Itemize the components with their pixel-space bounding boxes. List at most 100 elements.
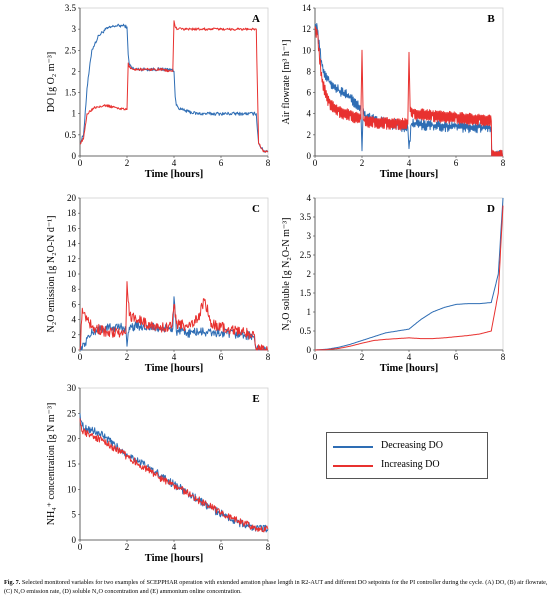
legend: Decreasing DO Increasing DO	[326, 432, 488, 479]
panel-c-xtick-label: 6	[219, 352, 224, 362]
panel-e-ytick-label: 15	[67, 459, 77, 469]
caption-text: Selected monitored variables for two exa…	[4, 579, 548, 595]
panel-a-ytick-label: 1	[72, 109, 77, 119]
panel-d-series-decreasing	[315, 197, 504, 351]
panel-c-ytick-label: 8	[72, 284, 77, 294]
panel-b-ytick-label: 0	[307, 151, 312, 161]
panel-b-xtick-label: 6	[454, 158, 459, 168]
panel-d-ytick-label: 3	[307, 231, 312, 241]
panel-e-xtick-label: 2	[125, 542, 130, 552]
panel-a-ytick-label: 2.5	[65, 45, 77, 55]
panel-d-ytick-label: 2.5	[300, 250, 312, 260]
panel-e-ytick-label: 5	[72, 510, 77, 520]
panel-b-ytick-label: 10	[302, 45, 312, 55]
panel-e-ytick-label: 0	[72, 535, 77, 545]
panel-c-xtick-label: 0	[78, 352, 83, 362]
panel-a-series-increasing	[79, 20, 269, 153]
panel-e-xtick-label: 6	[219, 542, 224, 552]
panel-c-ytick-label: 20	[67, 193, 77, 203]
panel-c-ytick-label: 2	[72, 330, 77, 340]
panel-d-ytick-label: 0	[307, 345, 312, 355]
figure-caption: Fig. 7. Selected monitored variables for…	[4, 578, 550, 596]
panel-b-xtick-label: 4	[407, 158, 412, 168]
panel-c-ytick-label: 4	[72, 315, 77, 325]
panel-b-ylabel: Air flowrate [m³ h⁻¹]	[281, 40, 292, 125]
panel-a-letter: A	[252, 13, 260, 25]
panel-c-ytick-label: 0	[72, 345, 77, 355]
panel-c-ytick-label: 6	[72, 299, 77, 309]
legend-swatch-decreasing	[333, 446, 373, 448]
panel-d-xlabel: Time [hours]	[380, 363, 438, 374]
panel-e-xtick-label: 0	[78, 542, 83, 552]
panel-e-xlabel: Time [hours]	[145, 553, 203, 564]
panel-b-series-decreasing	[314, 23, 503, 157]
panel-d-xtick-label: 2	[360, 352, 365, 362]
panel-d-xtick-label: 4	[407, 352, 412, 362]
panel-d-xtick-label: 8	[501, 352, 506, 362]
panel-a-xtick-label: 0	[78, 158, 83, 168]
panel-b-series-increasing	[314, 26, 503, 157]
panel-e-xtick-label: 8	[266, 542, 271, 552]
panel-a-xtick-label: 6	[219, 158, 224, 168]
panel-c-xtick-label: 2	[125, 352, 130, 362]
panel-e-series-decreasing	[79, 413, 269, 533]
panel-d-xtick-label: 6	[454, 352, 459, 362]
panel-e-series-increasing	[79, 418, 269, 533]
panel-e-ytick-label: 20	[67, 434, 77, 444]
panel-c-xlabel: Time [hours]	[145, 363, 203, 374]
panel-e-ytick-label: 30	[67, 383, 77, 393]
panel-d-ytick-label: 0.5	[300, 326, 312, 336]
panel-b-ytick-label: 4	[307, 109, 312, 119]
panel-c-ytick-label: 18	[67, 208, 77, 218]
panel-c-ytick-label: 10	[67, 269, 77, 279]
panel-e-ytick-label: 25	[67, 408, 77, 418]
panel-a-ylabel: DO [g O₂ m⁻³]	[46, 52, 57, 112]
panel-a-xtick-label: 2	[125, 158, 130, 168]
panel-d-ytick-label: 3.5	[300, 212, 312, 222]
panel-d-ylabel: N₂O soluble [g N₂O-N m⁻³]	[281, 217, 292, 330]
panel-b-letter: B	[487, 13, 495, 25]
panel-b-xtick-label: 2	[360, 158, 365, 168]
panel-d-frame	[314, 197, 504, 351]
panel-e-ylabel: NH₄⁺ concentration [g N m⁻³]	[46, 403, 57, 526]
panel-a-ytick-label: 2	[72, 66, 77, 76]
panel-a-xlabel: Time [hours]	[145, 169, 203, 180]
panel-d-series-increasing	[315, 205, 504, 351]
panel-b-ytick-label: 14	[302, 3, 312, 13]
panel-a-ytick-label: 1.5	[65, 88, 77, 98]
panel-d-ytick-label: 4	[307, 193, 312, 203]
panel-a-series-decreasing	[79, 23, 269, 153]
panel-c-ytick-label: 12	[67, 254, 76, 264]
panel-b-ytick-label: 2	[307, 130, 312, 140]
panel-a-xtick-label: 4	[172, 158, 177, 168]
panel-b-ytick-label: 12	[302, 24, 311, 34]
panel-b-ytick-label: 6	[307, 88, 312, 98]
panel-d-letter: D	[487, 203, 495, 215]
panel-a-ytick-label: 0	[72, 151, 77, 161]
panel-d-ytick-label: 1	[307, 307, 312, 317]
panel-e-frame	[79, 387, 269, 541]
panel-d-ytick-label: 2	[307, 269, 312, 279]
panel-c-xtick-label: 4	[172, 352, 177, 362]
panel-c-series-increasing	[79, 281, 268, 351]
panel-a-ytick-label: 3.5	[65, 3, 77, 13]
panel-a-ytick-label: 3	[72, 24, 77, 34]
legend-swatch-increasing	[333, 465, 373, 467]
panel-a-ytick-label: 0.5	[65, 130, 77, 140]
panel-d-ytick-label: 1.5	[300, 288, 312, 298]
panel-e-letter: E	[252, 393, 259, 405]
panel-b-xtick-label: 8	[501, 158, 506, 168]
panel-e-xtick-label: 4	[172, 542, 177, 552]
caption-label: Fig. 7.	[4, 579, 21, 586]
panel-c-ytick-label: 14	[67, 239, 77, 249]
panel-d-xtick-label: 0	[313, 352, 318, 362]
panel-c-letter: C	[252, 203, 260, 215]
panel-c-ytick-label: 16	[67, 223, 77, 233]
legend-label-increasing: Increasing DO	[381, 459, 440, 470]
panel-c-xtick-label: 8	[266, 352, 271, 362]
panel-b-xlabel: Time [hours]	[380, 169, 438, 180]
panel-b-ytick-label: 8	[307, 66, 312, 76]
panel-b-xtick-label: 0	[313, 158, 318, 168]
legend-label-decreasing: Decreasing DO	[381, 440, 443, 451]
